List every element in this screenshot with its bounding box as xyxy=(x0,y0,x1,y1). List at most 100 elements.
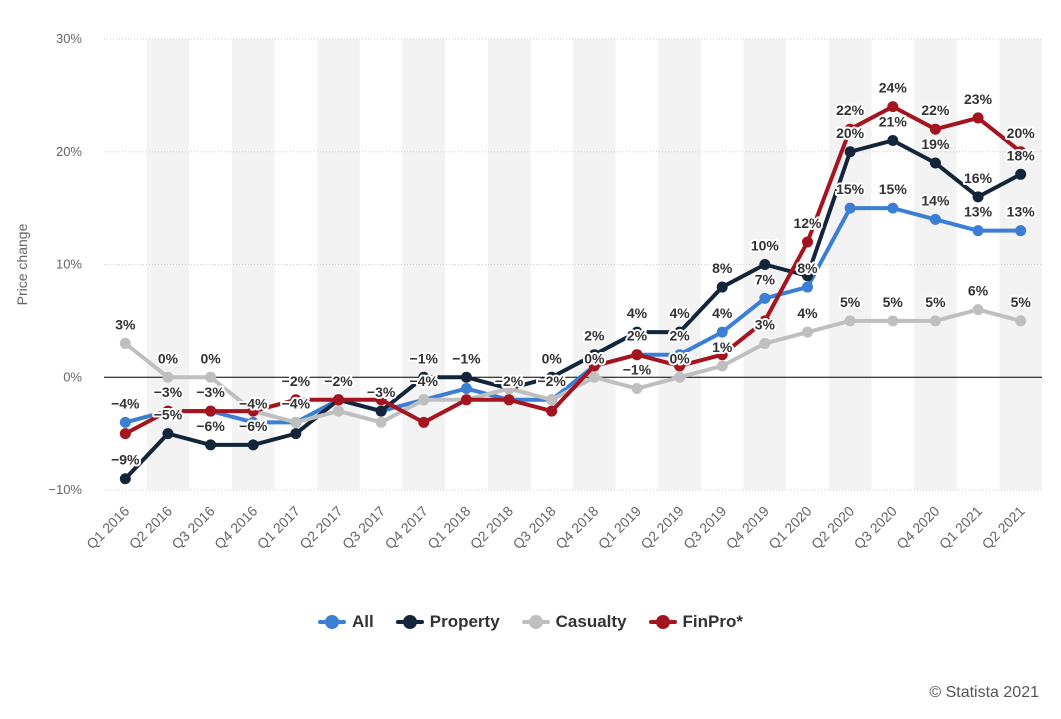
data-label: 0% xyxy=(669,350,690,366)
data-label: 23% xyxy=(964,91,993,107)
data-point xyxy=(716,326,728,338)
data-point xyxy=(290,394,302,406)
data-point xyxy=(759,259,771,270)
column-band xyxy=(658,39,701,490)
x-tick-label: Q3 2017 xyxy=(339,503,388,552)
data-label: 8% xyxy=(712,260,733,276)
data-point xyxy=(929,213,941,225)
data-label: −4% xyxy=(239,395,268,411)
data-point xyxy=(716,360,728,372)
data-label: 3% xyxy=(115,316,136,332)
data-point xyxy=(588,360,600,372)
data-label: 24% xyxy=(879,80,908,96)
data-point xyxy=(375,394,387,406)
data-label: 22% xyxy=(836,102,865,118)
data-point xyxy=(674,326,686,338)
data-label: 4% xyxy=(797,305,818,321)
y-tick-label: −10% xyxy=(48,482,82,497)
x-tick-label: Q4 2017 xyxy=(382,503,431,552)
data-label: 3% xyxy=(755,316,776,332)
legend-item-finpro[interactable]: FinPro* xyxy=(648,612,743,632)
x-tick-label: Q4 2018 xyxy=(552,503,601,552)
column-band xyxy=(828,39,872,490)
data-point xyxy=(290,416,302,428)
data-label: 5% xyxy=(840,294,861,310)
data-label: 13% xyxy=(1007,204,1036,220)
data-point xyxy=(205,439,217,451)
legend-item-casualty[interactable]: Casualty xyxy=(521,612,627,632)
data-label: −4% xyxy=(282,395,311,411)
data-point xyxy=(972,191,984,203)
data-label: 0% xyxy=(542,350,563,366)
data-label: −2% xyxy=(537,373,566,389)
data-label: −2% xyxy=(324,373,353,389)
data-point xyxy=(588,371,600,383)
data-point xyxy=(1015,168,1027,180)
data-label: 18% xyxy=(1007,147,1036,163)
x-tick-label: Q1 2016 xyxy=(83,503,132,552)
data-point xyxy=(162,371,174,383)
legend-swatch-all xyxy=(318,615,346,629)
data-label: 1% xyxy=(712,339,733,355)
data-label: −4% xyxy=(410,373,439,389)
data-point xyxy=(759,292,771,304)
data-label: 2% xyxy=(627,328,648,344)
data-label: 8% xyxy=(797,260,818,276)
y-tick-label: 30% xyxy=(56,31,82,46)
legend-item-property[interactable]: Property xyxy=(395,612,500,632)
x-tick-label: Q2 2019 xyxy=(637,503,686,552)
x-tick-label: Q1 2017 xyxy=(254,503,303,552)
data-label: −3% xyxy=(154,384,183,400)
x-tick-label: Q2 2020 xyxy=(808,503,857,552)
data-label: 5% xyxy=(883,294,904,310)
y-tick-label: 0% xyxy=(63,369,82,384)
series-line xyxy=(123,206,1023,425)
data-point xyxy=(588,349,600,361)
data-point xyxy=(333,394,344,406)
data-label: 15% xyxy=(879,181,908,197)
data-point xyxy=(887,202,899,214)
data-point xyxy=(503,394,515,406)
data-point xyxy=(802,270,813,282)
data-label: −6% xyxy=(239,418,268,434)
data-point xyxy=(119,416,131,428)
data-point xyxy=(844,202,856,214)
data-label: 16% xyxy=(964,170,993,186)
legend-label-property: Property xyxy=(429,612,500,631)
x-tick-label: Q3 2018 xyxy=(510,503,559,552)
data-point xyxy=(1015,225,1027,237)
data-point xyxy=(802,236,813,248)
data-point xyxy=(674,349,686,361)
legend: All Property Casualty FinPro* xyxy=(0,612,1061,632)
data-point xyxy=(418,416,430,428)
data-point xyxy=(674,371,686,383)
data-point xyxy=(460,394,472,406)
data-point xyxy=(929,315,941,327)
legend-item-all[interactable]: All xyxy=(318,612,374,632)
data-point xyxy=(844,123,856,135)
data-label: −5% xyxy=(154,407,183,423)
data-point xyxy=(290,428,302,440)
data-label: 2% xyxy=(669,328,690,344)
data-point xyxy=(460,383,472,395)
x-tick-label: Q4 2019 xyxy=(723,503,772,552)
data-label: 12% xyxy=(793,215,822,231)
data-label: 20% xyxy=(836,125,865,141)
data-label: 20% xyxy=(1007,125,1036,141)
data-point xyxy=(460,371,472,383)
data-point xyxy=(759,337,771,349)
data-label: 0% xyxy=(584,350,605,366)
data-point xyxy=(546,371,558,383)
data-label: 7% xyxy=(755,271,776,287)
data-point xyxy=(887,315,899,327)
y-axis-label: Price change xyxy=(14,223,30,305)
data-point xyxy=(887,134,899,146)
data-label: 4% xyxy=(627,305,648,321)
data-label: 0% xyxy=(200,350,221,366)
data-point xyxy=(205,405,217,417)
data-label: 22% xyxy=(921,102,950,118)
data-point xyxy=(205,371,217,383)
data-point xyxy=(119,473,131,485)
column-band xyxy=(573,39,616,490)
